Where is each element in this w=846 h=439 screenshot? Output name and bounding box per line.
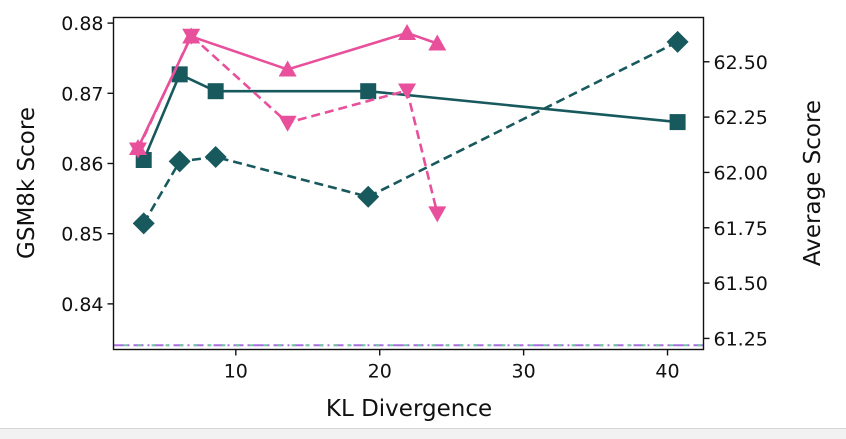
x-tick-label: 40 (655, 361, 679, 383)
right-y-axis-ticks: 61.25 61.50 61.75 62.00 62.25 62.50 (703, 52, 768, 350)
right-y-tick-label: 61.25 (714, 328, 768, 350)
series-3-point-3 (398, 83, 417, 100)
series-3-point-2 (278, 115, 297, 132)
series-1 (132, 30, 689, 235)
right-y-tick-label: 61.75 (714, 218, 768, 240)
series-0-point-3 (360, 83, 377, 100)
series-0-point-0 (135, 151, 152, 168)
series-3-point-1 (182, 28, 201, 45)
series-2-point-4 (428, 34, 447, 51)
series-1-line (142, 40, 679, 224)
series-1-point-1 (168, 150, 191, 173)
right-y-axis-label: Average Score (800, 100, 826, 266)
x-axis-label: KL Divergence (326, 396, 492, 422)
left-y-tick-label: 0.87 (61, 83, 103, 105)
series-1-point-2 (204, 145, 227, 168)
left-y-axis-ticks: 0.84 0.85 0.86 0.87 0.88 (61, 13, 114, 316)
x-tick-label: 10 (224, 361, 248, 383)
x-tick-label: 30 (512, 361, 536, 383)
x-axis-ticks: 10 20 30 40 (224, 349, 680, 383)
series-3-point-0 (128, 142, 147, 159)
x-tick-label: 20 (368, 361, 392, 383)
series-3 (128, 28, 447, 223)
series-0-point-4 (669, 114, 686, 131)
left-y-axis-label: GSM8k Score (14, 107, 40, 259)
left-y-tick-label: 0.84 (61, 294, 103, 316)
right-y-tick-label: 62.50 (714, 52, 768, 74)
series-2-point-2 (278, 60, 297, 77)
plot-frame (112, 16, 705, 351)
series-0 (135, 66, 686, 168)
right-y-tick-label: 62.00 (714, 162, 768, 184)
series-1-point-3 (357, 185, 380, 208)
right-y-tick-label: 62.25 (714, 107, 768, 129)
series-1-point-0 (132, 212, 155, 235)
window-bottom-edge (0, 428, 846, 439)
series-2-point-3 (398, 23, 417, 40)
series-3-point-4 (428, 206, 447, 223)
series-1-point-4 (666, 30, 689, 53)
right-y-tick-label: 61.50 (714, 273, 768, 295)
left-y-tick-label: 0.86 (61, 153, 103, 175)
left-y-tick-label: 0.85 (61, 224, 103, 246)
left-y-tick-label: 0.88 (61, 13, 103, 35)
series-0-point-2 (207, 83, 224, 100)
